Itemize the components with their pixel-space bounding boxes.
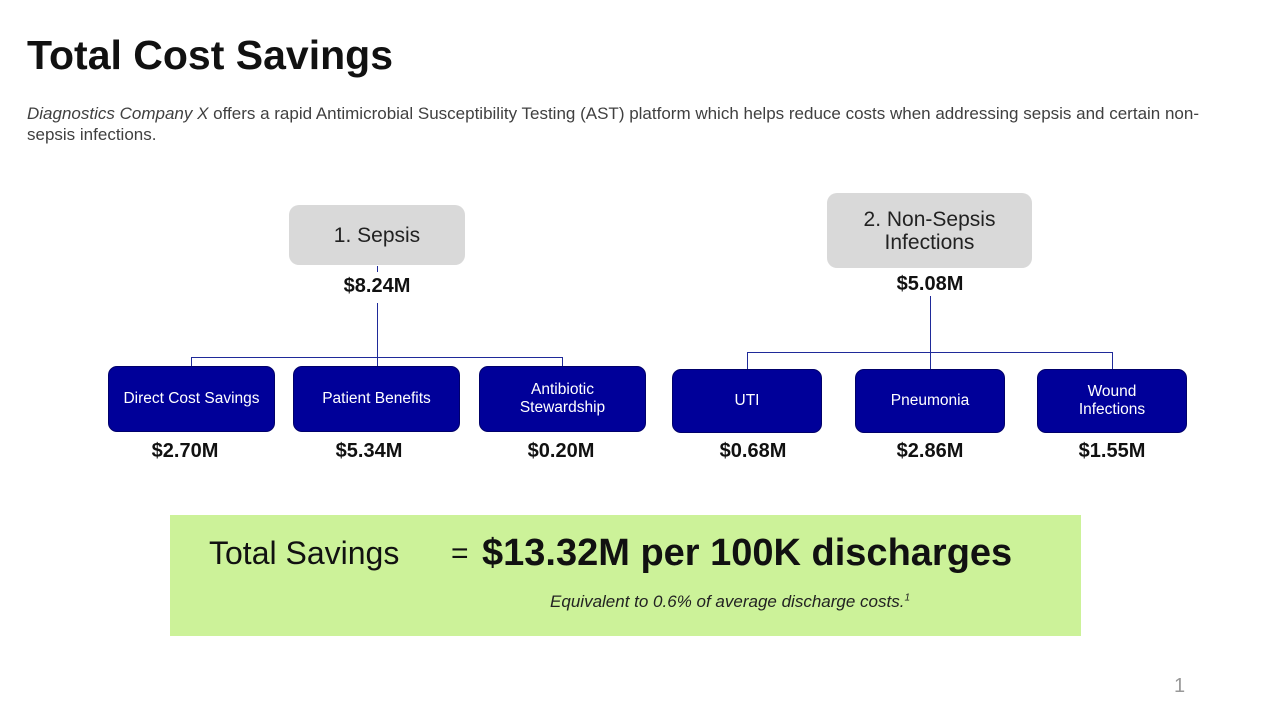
connector [377, 303, 378, 366]
patient-benefits-node: Patient Benefits [293, 366, 460, 432]
wound-infections-value: $1.55M [1078, 440, 1146, 462]
patient-benefits-value: $5.34M [335, 440, 403, 462]
connector [191, 357, 563, 358]
non-sepsis-value: $5.08M [896, 273, 964, 295]
connector [747, 352, 1113, 353]
connector [1112, 352, 1113, 369]
company-name: Diagnostics Company X [27, 104, 209, 123]
connector [377, 266, 378, 272]
total-savings-panel [170, 515, 1081, 636]
antibiotic-stewardship-node: Antibiotic Stewardship [479, 366, 646, 432]
equals-sign: = [451, 537, 469, 570]
connector [930, 296, 931, 369]
subtitle: Diagnostics Company X offers a rapid Ant… [27, 103, 1207, 145]
total-savings-label: Total Savings [209, 535, 400, 571]
sepsis-node: 1. Sepsis [289, 205, 465, 265]
total-savings-note: Equivalent to 0.6% of average discharge … [380, 592, 910, 612]
note-text: Equivalent to 0.6% of average discharge … [550, 592, 905, 611]
pneumonia-node: Pneumonia [855, 369, 1005, 433]
connector [747, 352, 748, 369]
connector [191, 357, 192, 366]
non-sepsis-node: 2. Non-Sepsis Infections [827, 193, 1032, 268]
uti-value: $0.68M [719, 440, 787, 462]
direct-cost-savings-value: $2.70M [151, 440, 219, 462]
wound-infections-node: Wound Infections [1037, 369, 1187, 433]
total-savings-value: $13.32M per 100K discharges [482, 532, 1013, 574]
page-number: 1 [1174, 675, 1186, 697]
subtitle-text: offers a rapid Antimicrobial Susceptibil… [27, 104, 1200, 144]
footnote-marker: 1 [904, 592, 910, 604]
page-title: Total Cost Savings [27, 32, 394, 78]
pneumonia-value: $2.86M [896, 440, 964, 462]
sepsis-value: $8.24M [343, 275, 411, 297]
antibiotic-stewardship-value: $0.20M [527, 440, 595, 462]
connector [562, 357, 563, 366]
direct-cost-savings-node: Direct Cost Savings [108, 366, 275, 432]
uti-node: UTI [672, 369, 822, 433]
